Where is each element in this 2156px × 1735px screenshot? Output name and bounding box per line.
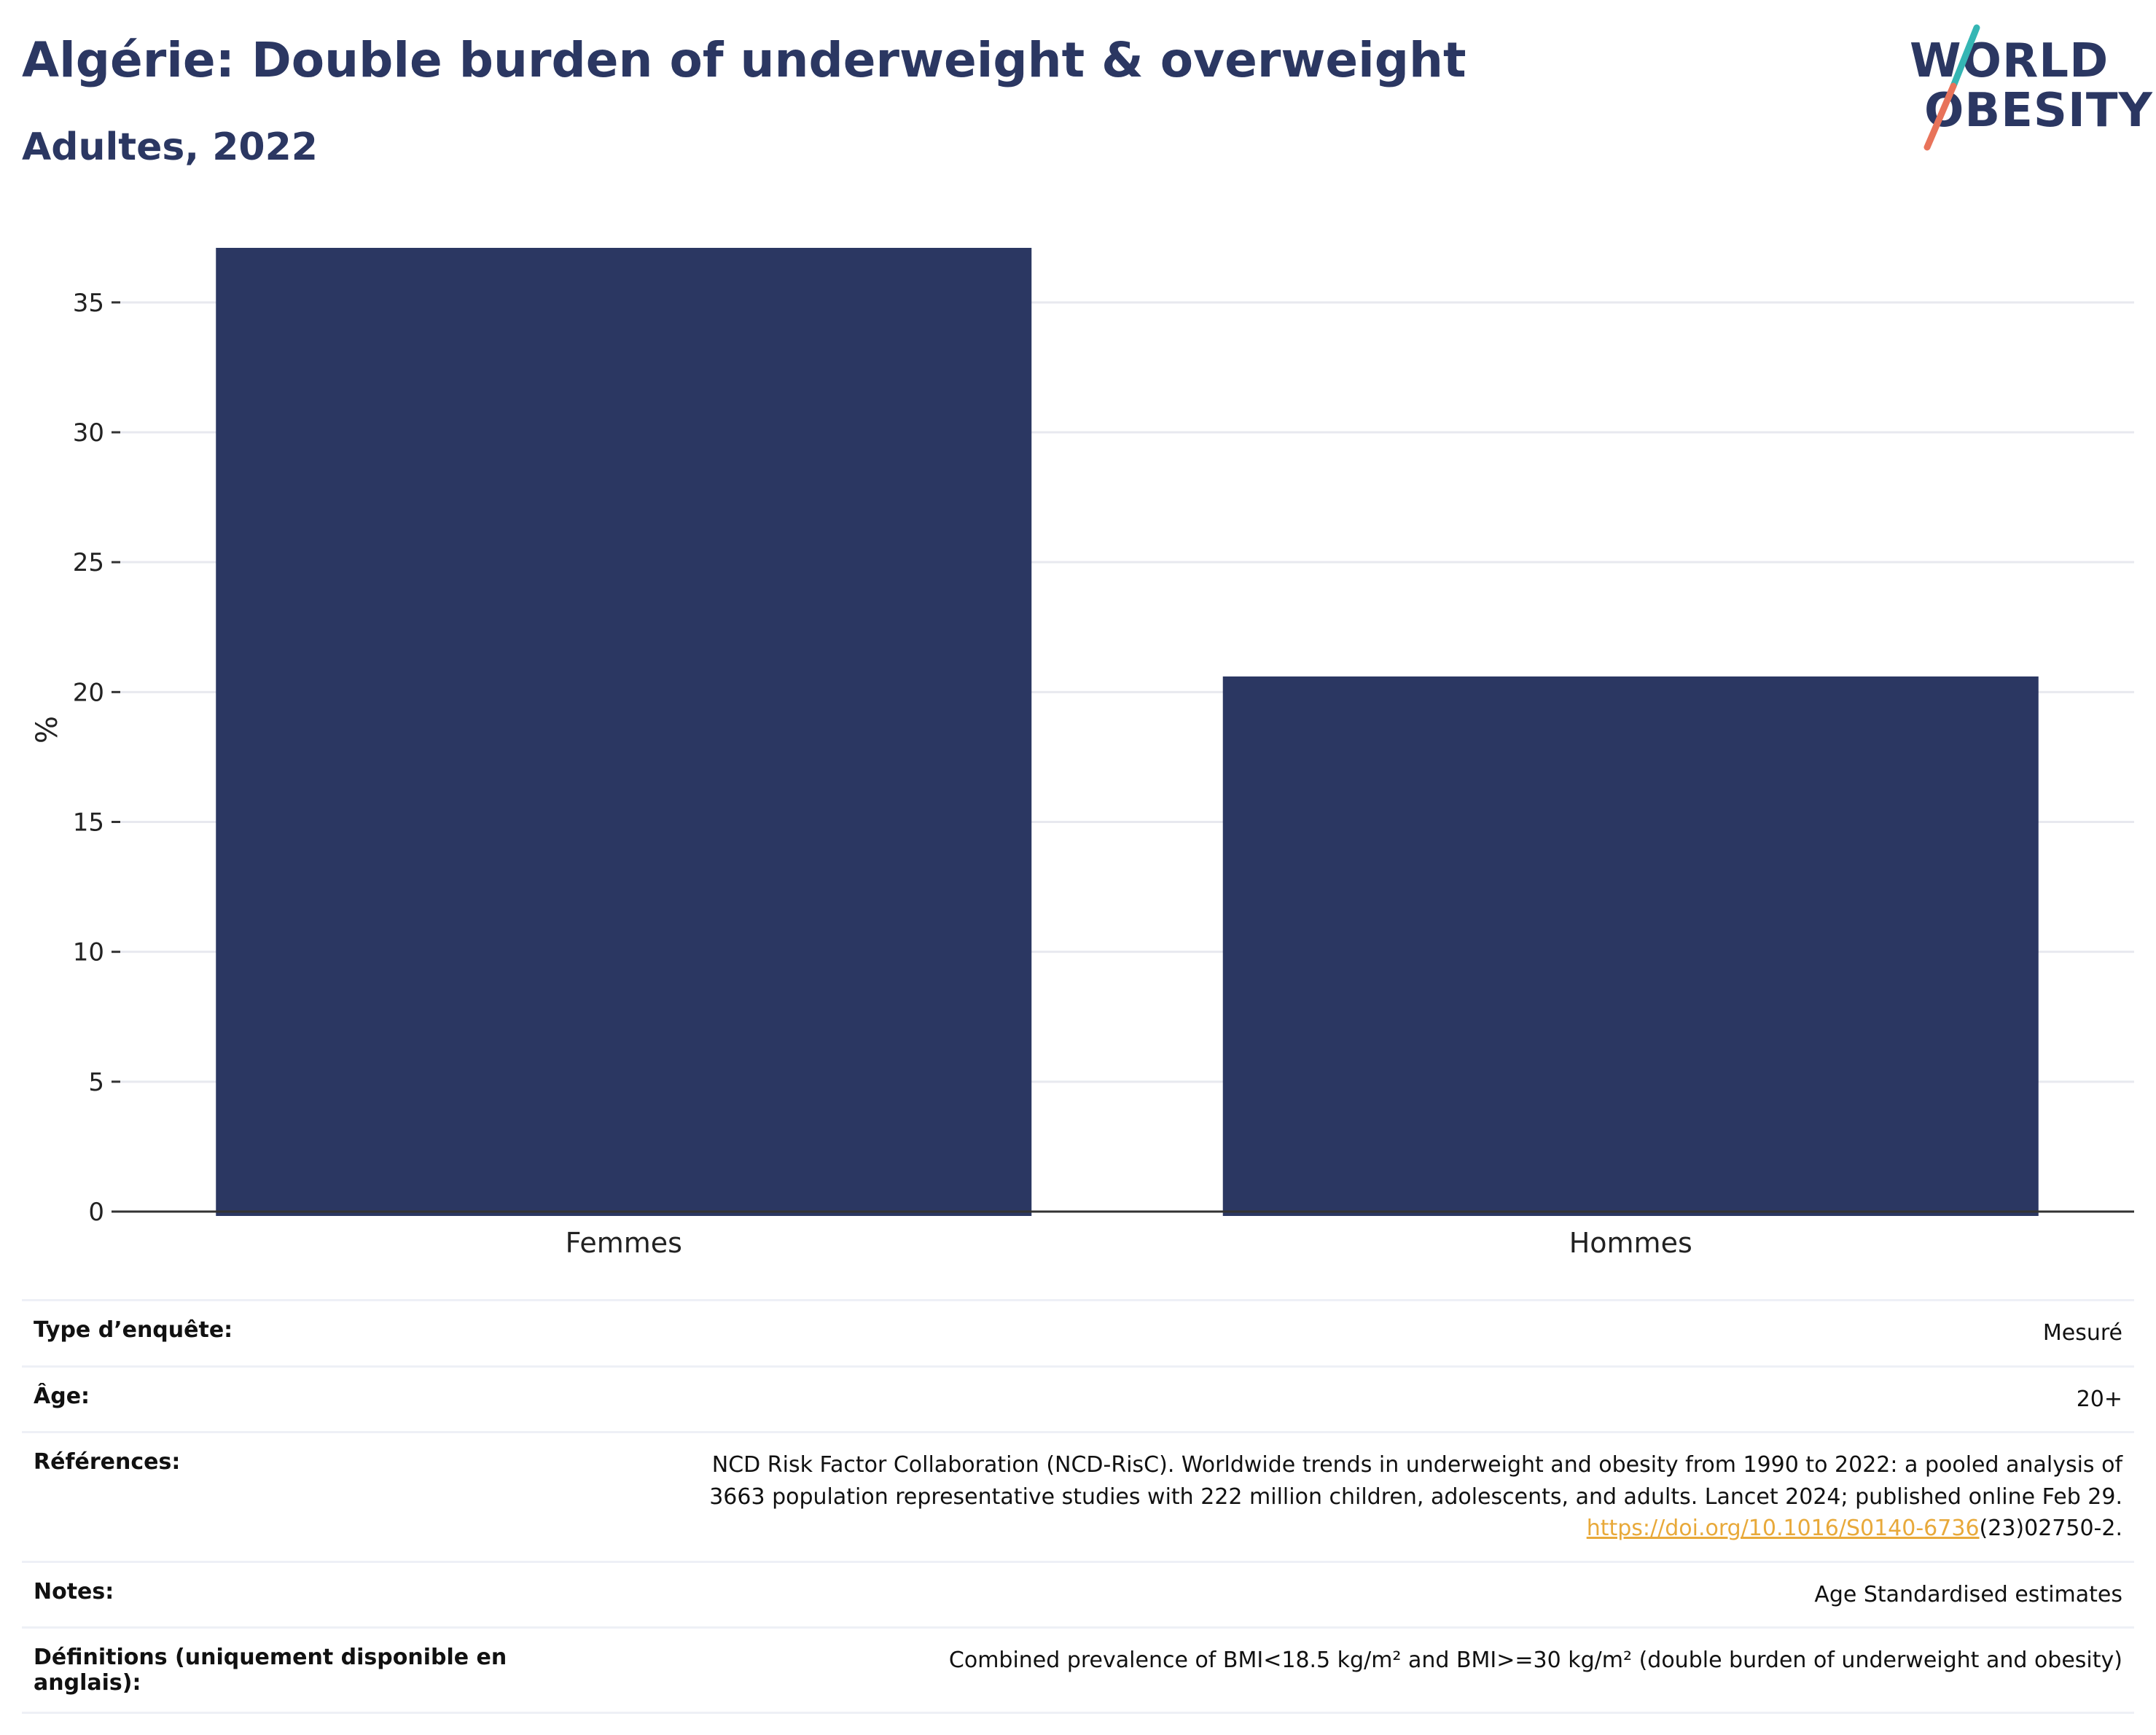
y-tick-label: 25: [73, 548, 104, 577]
reference-line-3: https://doi.org/10.1016/S0140-6736(23)02…: [544, 1513, 2122, 1545]
meta-value: Mesuré: [2042, 1320, 2122, 1346]
x-tick-label: Hommes: [1569, 1227, 1692, 1259]
y-axis-ticks: 0 5 10 15 20 25 30 35: [73, 289, 120, 1227]
meta-value: NCD Risk Factor Collaboration (NCD-RisC)…: [544, 1449, 2122, 1545]
y-tick-label: 15: [73, 808, 104, 837]
y-tick-label: 10: [73, 938, 104, 967]
chart-title: Algérie: Double burden of underweight & …: [22, 32, 1466, 88]
y-tick-label: 20: [73, 678, 104, 707]
logo-word-1: WORLD: [1910, 34, 2109, 88]
meta-row-references: Références: NCD Risk Factor Collaboratio…: [22, 1431, 2134, 1561]
bars: [216, 248, 2039, 1216]
meta-value: Combined prevalence of BMI<18.5 kg/m² an…: [948, 1648, 2122, 1673]
doi-link[interactable]: https://doi.org/10.1016/S0140-6736: [1586, 1516, 1980, 1541]
bar-chart: 0 5 10 15 20 25 30 35 Femmes Hommes %: [31, 248, 2134, 1259]
y-tick-label: 5: [88, 1068, 104, 1097]
reference-line-1: NCD Risk Factor Collaboration (NCD-RisC)…: [711, 1452, 2122, 1478]
bar-hommes: [1222, 676, 2039, 1216]
reference-line-2: 3663 population representative studies w…: [709, 1483, 2122, 1510]
meta-key: Notes:: [34, 1578, 114, 1605]
metadata-table: Type d’enquête: Mesuré Âge: 20+ Référenc…: [22, 1299, 2134, 1714]
logo-slash-icon: [1923, 24, 1980, 151]
x-axis-labels: Femmes Hommes: [566, 1227, 1692, 1259]
meta-row-age: Âge: 20+: [22, 1365, 2134, 1432]
meta-key: Âge:: [34, 1383, 90, 1409]
meta-row-notes: Notes: Age Standardised estimates: [22, 1560, 2134, 1627]
meta-row-definitions: Définitions (uniquement disponible en an…: [22, 1626, 2134, 1714]
meta-row-survey-type: Type d’enquête: Mesuré: [22, 1299, 2134, 1365]
bar-femmes: [216, 248, 1032, 1216]
meta-key: Type d’enquête:: [34, 1317, 233, 1343]
doi-suffix: (23)02750-2.: [1979, 1516, 2122, 1541]
x-tick-label: Femmes: [566, 1227, 682, 1259]
y-tick-label: 0: [88, 1198, 104, 1227]
meta-value: Age Standardised estimates: [1814, 1581, 2122, 1607]
logo-word-2: OBESITY: [1924, 84, 2153, 138]
y-tick-label: 30: [73, 418, 104, 448]
world-obesity-logo: WORLD OBESITY: [1895, 22, 2152, 153]
meta-key: Références:: [34, 1449, 181, 1475]
chart-subtitle: Adultes, 2022: [22, 125, 318, 169]
y-tick-label: 35: [73, 289, 104, 318]
meta-value: 20+: [2076, 1386, 2122, 1412]
y-axis-label: %: [31, 716, 64, 744]
meta-key: Définitions (uniquement disponible en an…: [34, 1645, 507, 1696]
